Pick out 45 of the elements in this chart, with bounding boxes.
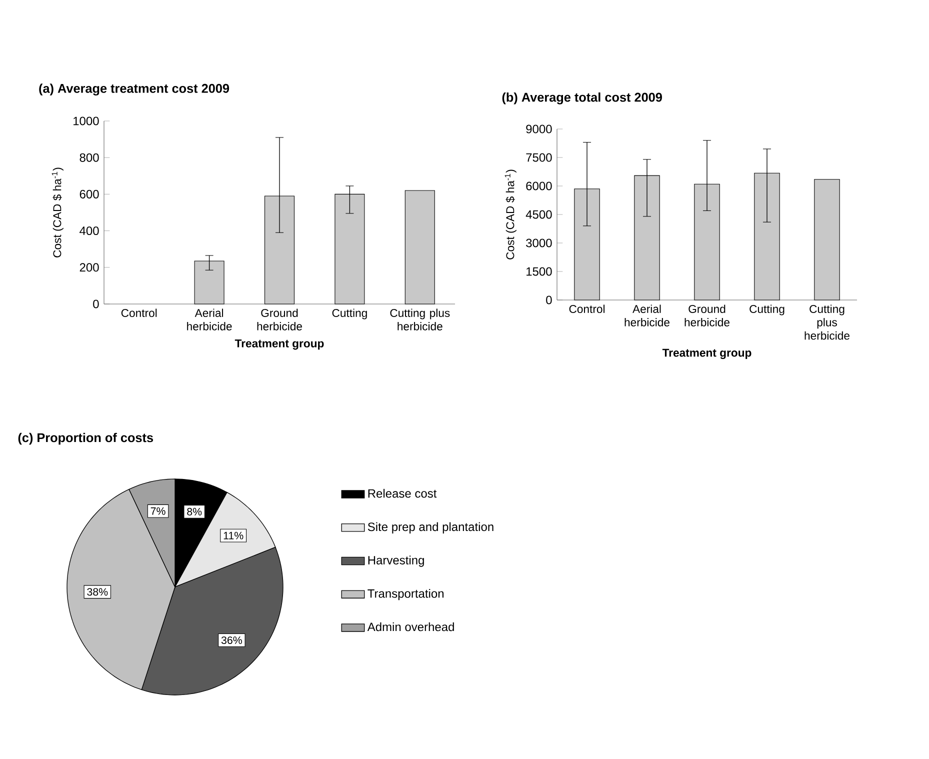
x-tick-label: Control xyxy=(569,304,605,314)
y-tick-label: 6000 xyxy=(526,182,552,190)
y-tick-label: 600 xyxy=(80,190,99,198)
y-tick-label: 200 xyxy=(80,263,99,272)
bar xyxy=(694,184,720,300)
y-tick-label: 0 xyxy=(93,300,99,308)
data-label: 7% xyxy=(150,507,166,515)
bar xyxy=(814,179,840,300)
x-tick-label: Cutting xyxy=(750,304,784,316)
legend-label: Transportation xyxy=(368,588,444,600)
legend-label: Harvesting xyxy=(368,556,424,567)
x-tick-label: Aerial herbicide xyxy=(624,304,670,326)
legend-label: Admin overhead xyxy=(367,622,454,632)
bar xyxy=(404,190,435,304)
x-tick-label: Ground herbicide xyxy=(257,308,302,330)
chart-title: (a) Average treatment cost 2009 xyxy=(39,84,230,96)
y-tick-label: 1500 xyxy=(526,267,552,276)
y-tick-label: 4500 xyxy=(526,210,552,219)
data-label: 36% xyxy=(221,636,242,644)
x-axis-title: Treatment group xyxy=(234,340,324,350)
x-axis-title: Treatment group xyxy=(662,348,752,360)
y-tick-label: 1000 xyxy=(74,116,99,126)
x-tick-label: Cutting plus herbicide xyxy=(804,304,850,340)
bar xyxy=(334,194,365,304)
y-tick-label: 7500 xyxy=(526,153,552,162)
x-tick-label: Cutting xyxy=(332,308,367,320)
y-axis-title: Cost (CAD $ ha$^{-1}$) xyxy=(52,168,64,258)
data-label: 8% xyxy=(187,508,202,516)
bar xyxy=(754,172,780,300)
y-tick-label: 0 xyxy=(546,296,552,304)
x-tick-label: Ground herbicide xyxy=(684,304,730,326)
y-axis-title: Cost (CAD $ ha$^{-1}$) xyxy=(504,170,516,260)
legend-label: Site prep and plantation xyxy=(368,522,494,534)
legend-label: Release cost xyxy=(368,488,437,498)
data-label: 38% xyxy=(87,588,108,596)
x-tick-label: Aerial herbicide xyxy=(187,308,232,330)
x-tick-label: Control xyxy=(121,308,157,318)
x-tick-label: Cutting plus herbicide xyxy=(390,308,450,330)
chart-title: (b) Average total cost 2009 xyxy=(502,92,662,104)
y-tick-label: 800 xyxy=(80,153,99,162)
data-label: 11% xyxy=(224,532,244,540)
y-tick-label: 400 xyxy=(80,226,99,236)
y-tick-label: 3000 xyxy=(526,238,552,248)
y-tick-label: 9000 xyxy=(526,124,552,134)
chart-title: (c) Proportion of costs xyxy=(18,432,154,445)
